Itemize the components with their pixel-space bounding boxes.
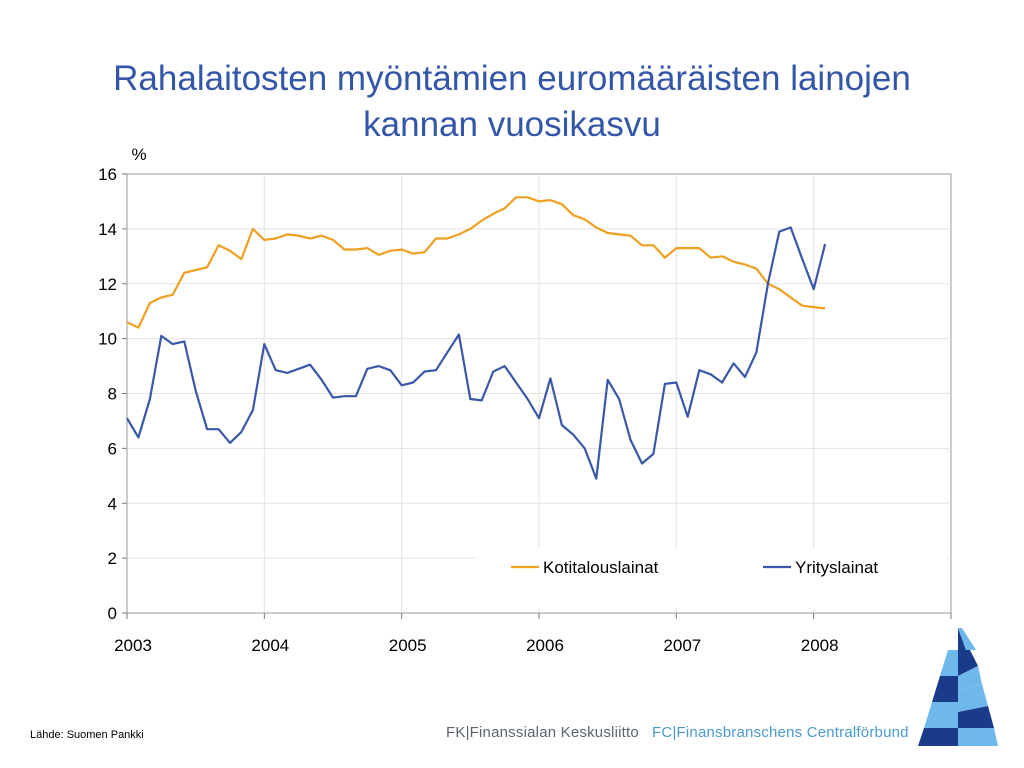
logo-band-9 [958, 728, 998, 746]
x-tick-label: 2003 [114, 636, 152, 655]
x-tick-label: 2008 [801, 636, 839, 655]
source-note: Lähde: Suomen Pankki [30, 729, 144, 741]
y-tick-label: 6 [108, 439, 117, 458]
legend-label: Yrityslainat [795, 558, 878, 577]
footer-organization-fi: FK|Finanssialan Keskusliitto [446, 724, 639, 741]
footer-organization-sv: FC|Finansbranschens Centralförbund [652, 724, 909, 741]
y-tick-label: 12 [98, 275, 117, 294]
slide-title-line-2: kannan vuosikasvu [363, 105, 661, 144]
y-tick-label: 0 [108, 604, 117, 623]
y-tick-label: 8 [108, 385, 117, 404]
y-tick-label: 14 [98, 220, 117, 239]
slide-title: Rahalaitosten myöntämien euromääräisten … [40, 56, 984, 148]
logo-band-8 [918, 728, 958, 746]
x-tick-label: 2006 [526, 636, 564, 655]
legend-box [477, 549, 947, 609]
logo-band-6 [924, 702, 958, 728]
logo-band-3 [958, 666, 982, 690]
legend-label: Kotitalouslainat [543, 558, 659, 577]
x-tick-label: 2005 [389, 636, 427, 655]
slide-title-line-1: Rahalaitosten myöntämien euromääräisten … [113, 59, 911, 98]
series-line-1 [126, 226, 827, 480]
logo-band-1b [958, 628, 976, 650]
line-chart: 0 2 4 6 8 10 12 14 16 2003 2004 2005 2006 2007 2008% Ko… [98, 145, 952, 655]
y-axis-label: % [131, 145, 146, 164]
logo-band-4 [932, 676, 958, 702]
logo-band-5 [958, 684, 988, 712]
series-line-0 [126, 196, 826, 329]
organization-logo-icon [918, 628, 998, 746]
footer-organization: FK|Finanssialan Keskusliitto FC|Finansbr… [446, 724, 909, 741]
logo-band-7 [958, 706, 994, 728]
x-tick-label: 2007 [663, 636, 701, 655]
logo-band-2 [940, 650, 958, 676]
x-tick-label: 2004 [251, 636, 289, 655]
y-tick-label: 16 [98, 165, 117, 184]
y-tick-label: 2 [108, 549, 117, 568]
y-tick-label: 4 [108, 494, 117, 513]
y-tick-label: 10 [98, 330, 117, 349]
logo-band-2b [958, 650, 978, 676]
